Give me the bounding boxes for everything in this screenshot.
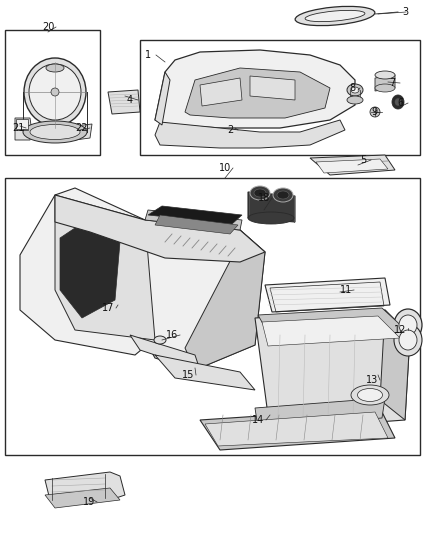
Polygon shape [185, 68, 330, 118]
Polygon shape [255, 310, 410, 430]
Text: 20: 20 [42, 22, 54, 32]
Polygon shape [20, 188, 170, 355]
Text: 3: 3 [402, 7, 408, 17]
Polygon shape [130, 335, 200, 370]
Ellipse shape [30, 125, 80, 140]
Bar [16, 119, 28, 129]
Polygon shape [155, 355, 255, 390]
Text: 4: 4 [127, 95, 133, 105]
Text: 15: 15 [182, 370, 194, 380]
Polygon shape [375, 75, 395, 91]
Ellipse shape [154, 336, 166, 344]
Ellipse shape [347, 84, 363, 96]
Ellipse shape [277, 191, 289, 199]
Bar [5, 30, 100, 155]
Polygon shape [155, 72, 170, 125]
Polygon shape [316, 159, 388, 173]
Ellipse shape [29, 64, 81, 120]
Polygon shape [148, 206, 242, 224]
Ellipse shape [295, 6, 375, 26]
Ellipse shape [370, 107, 380, 117]
Ellipse shape [254, 189, 266, 197]
Text: 14: 14 [252, 415, 264, 425]
Polygon shape [200, 78, 242, 106]
Text: 5: 5 [360, 155, 366, 165]
Ellipse shape [399, 330, 417, 350]
Text: 7: 7 [389, 78, 395, 88]
Polygon shape [265, 278, 390, 312]
Ellipse shape [375, 71, 395, 79]
Polygon shape [248, 192, 295, 222]
Polygon shape [145, 220, 265, 370]
Ellipse shape [392, 95, 404, 109]
Text: 19: 19 [83, 497, 95, 507]
Bar [140, 40, 420, 155]
Text: 12: 12 [394, 325, 406, 335]
Text: 2: 2 [227, 125, 233, 135]
Polygon shape [55, 195, 265, 262]
Ellipse shape [347, 96, 363, 104]
Text: 13: 13 [366, 375, 378, 385]
Polygon shape [75, 124, 92, 140]
Ellipse shape [273, 188, 293, 202]
Text: 17: 17 [102, 303, 114, 313]
Ellipse shape [357, 389, 382, 401]
Ellipse shape [46, 64, 64, 72]
Polygon shape [262, 316, 400, 346]
Bar [5, 178, 420, 455]
Polygon shape [45, 488, 120, 508]
Ellipse shape [248, 212, 294, 224]
Text: 6: 6 [397, 98, 403, 108]
Text: 21: 21 [12, 123, 24, 133]
Polygon shape [155, 120, 345, 148]
Ellipse shape [395, 99, 401, 106]
Ellipse shape [51, 88, 59, 96]
Ellipse shape [394, 309, 422, 341]
Ellipse shape [24, 58, 86, 126]
Polygon shape [200, 408, 395, 450]
Text: 22: 22 [76, 123, 88, 133]
Ellipse shape [351, 385, 389, 405]
Polygon shape [250, 76, 295, 100]
Ellipse shape [351, 87, 359, 93]
Ellipse shape [375, 84, 395, 92]
Polygon shape [145, 210, 242, 230]
Polygon shape [15, 118, 32, 140]
Polygon shape [205, 412, 388, 446]
Ellipse shape [305, 10, 365, 22]
Polygon shape [60, 218, 120, 318]
Ellipse shape [394, 324, 422, 356]
Polygon shape [380, 310, 410, 420]
Ellipse shape [23, 121, 87, 143]
Text: 1: 1 [145, 50, 151, 60]
Text: 18: 18 [258, 193, 270, 203]
Text: 16: 16 [166, 330, 178, 340]
Polygon shape [255, 398, 385, 428]
Text: 11: 11 [340, 285, 352, 295]
Ellipse shape [399, 315, 417, 335]
Text: 8: 8 [349, 83, 355, 93]
Polygon shape [55, 195, 155, 340]
Ellipse shape [250, 186, 270, 200]
Polygon shape [108, 90, 140, 114]
Polygon shape [258, 308, 408, 340]
Polygon shape [310, 155, 395, 175]
Polygon shape [45, 472, 125, 500]
Text: 10: 10 [219, 163, 231, 173]
Text: 9: 9 [371, 107, 377, 117]
Polygon shape [155, 50, 355, 128]
Polygon shape [155, 215, 238, 234]
Polygon shape [185, 230, 265, 370]
